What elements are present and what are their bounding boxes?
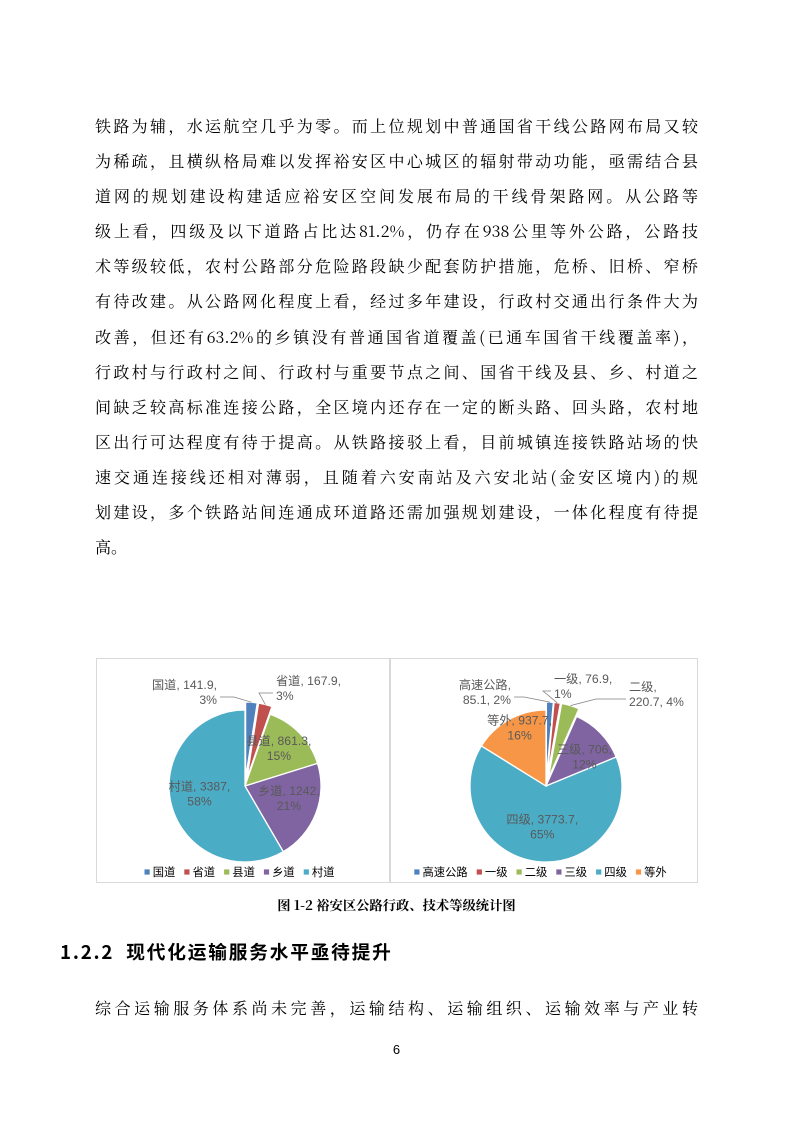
svg-text:58%: 58% bbox=[187, 794, 212, 808]
svg-text:15%: 15% bbox=[267, 749, 292, 763]
svg-text:四级: 四级 bbox=[604, 866, 627, 879]
svg-text:高速公路,: 高速公路, bbox=[459, 677, 511, 692]
svg-text:村道, 3387,: 村道, 3387, bbox=[169, 779, 231, 793]
svg-text:16%: 16% bbox=[507, 729, 532, 743]
svg-text:县道, 861.3,: 县道, 861.3, bbox=[246, 734, 311, 748]
svg-text:65%: 65% bbox=[530, 827, 555, 841]
svg-text:3%: 3% bbox=[199, 693, 217, 707]
svg-text:乡道: 乡道 bbox=[272, 865, 295, 879]
svg-text:等外: 等外 bbox=[644, 865, 667, 879]
svg-text:高速公路: 高速公路 bbox=[423, 865, 468, 879]
svg-text:乡道, 1242,: 乡道, 1242, bbox=[258, 784, 320, 798]
svg-text:12%: 12% bbox=[572, 757, 597, 771]
svg-text:国道: 国道 bbox=[153, 865, 176, 879]
svg-text:220.7, 4%: 220.7, 4% bbox=[629, 695, 684, 709]
svg-text:省道, 167.9,: 省道, 167.9, bbox=[276, 674, 341, 688]
svg-text:国道, 141.9,: 国道, 141.9, bbox=[152, 678, 217, 692]
svg-text:二级,: 二级, bbox=[629, 680, 657, 694]
svg-text:县道: 县道 bbox=[232, 865, 255, 879]
svg-text:3%: 3% bbox=[276, 689, 294, 703]
svg-text:21%: 21% bbox=[277, 799, 302, 813]
svg-text:1%: 1% bbox=[554, 687, 572, 701]
svg-text:85.1, 2%: 85.1, 2% bbox=[463, 693, 511, 707]
svg-text:三级, 706,: 三级, 706, bbox=[557, 742, 612, 756]
svg-text:村道: 村道 bbox=[312, 865, 335, 879]
svg-text:等外, 937.7,: 等外, 937.7, bbox=[487, 714, 552, 728]
svg-text:一级: 一级 bbox=[485, 866, 508, 879]
svg-text:一级, 76.9,: 一级, 76.9, bbox=[554, 672, 612, 686]
svg-text:三级: 三级 bbox=[565, 866, 588, 879]
svg-text:省道: 省道 bbox=[193, 865, 216, 879]
svg-text:二级: 二级 bbox=[525, 866, 548, 879]
svg-text:四级, 3773.7,: 四级, 3773.7, bbox=[506, 812, 578, 826]
